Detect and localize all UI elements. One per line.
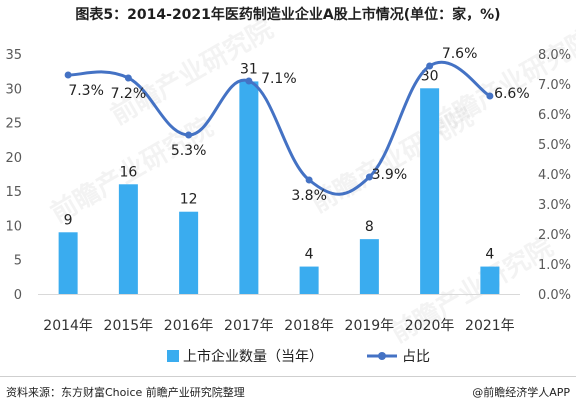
chart-area: 0 5 10 15 20 25 30 35 0.0% 1.0% 2.0% 3.0% 4.0% 5.0% 6.… [5, 46, 571, 365]
legend-bar-label: 上市企业数量（当年） [183, 348, 323, 365]
chart-title: 图表5：2014-2021年医药制造业企业A股上市情况(单位：家，%) [75, 7, 501, 23]
bar-data-label: 16 [119, 164, 137, 180]
line-point-2016年 [185, 131, 193, 139]
y-left-tick-label: 30 [5, 82, 22, 97]
y-left-tick-label: 20 [5, 151, 22, 166]
bar-2017年 [239, 81, 259, 294]
bar-2018年 [299, 266, 319, 294]
line-data-label: 7.2% [111, 86, 147, 102]
y-right-tick-label: 8.0% [538, 48, 571, 63]
line-data-label: 5.3% [171, 143, 207, 159]
y-right-tick-label: 7.0% [538, 78, 571, 93]
line-point-2020年 [426, 62, 434, 70]
line-series-zhanbi [68, 60, 491, 196]
y-right-tick-label: 6.0% [538, 108, 571, 123]
line-point-2018年 [305, 176, 313, 184]
bar-data-label: 12 [180, 192, 198, 208]
x-tick-label: 2017年 [224, 318, 274, 334]
line-data-label: 3.9% [372, 167, 408, 183]
bar-data-label: 30 [421, 68, 439, 84]
bar-data-label: 8 [365, 219, 374, 235]
bar-data-label: 4 [485, 247, 494, 263]
y-right-tick-label: 5.0% [538, 138, 571, 153]
line-point-2021年 [486, 92, 494, 100]
bar-2015年 [118, 184, 138, 294]
bar-2016年 [179, 211, 199, 294]
bar-2014年 [58, 232, 78, 294]
legend-line-marker [378, 352, 386, 360]
y-right-tick-label: 0.0% [538, 288, 571, 303]
source-note: 资料来源：东方财富Choice 前瞻产业研究院整理 [6, 386, 245, 399]
x-tick-label: 2021年 [465, 318, 515, 334]
x-tick-label: 2014年 [43, 318, 93, 334]
y-left-tick-label: 15 [5, 185, 22, 200]
y-left-tick-label: 25 [5, 117, 22, 132]
bar-2021年 [480, 266, 500, 294]
y-right-tick-label: 2.0% [538, 228, 571, 243]
y-right-tick-label: 4.0% [538, 168, 571, 183]
bar-data-label: 4 [305, 247, 314, 263]
legend-bar-swatch [167, 350, 179, 362]
bar-2019年 [359, 239, 379, 294]
line-point-2014年 [64, 71, 72, 79]
line-data-label: 7.1% [261, 71, 297, 87]
y-left-tick-label: 10 [5, 219, 22, 234]
line-point-2015年 [124, 74, 132, 82]
x-tick-label: 2016年 [164, 318, 214, 334]
y-right-tick-label: 1.0% [538, 258, 571, 273]
footer-divider [0, 376, 576, 377]
x-tick-label: 2018年 [284, 318, 334, 334]
y-left-tick-label: 35 [5, 48, 22, 63]
bar-2020年 [420, 88, 440, 295]
y-left-tick-label: 0 [14, 288, 22, 303]
bar-data-label: 9 [64, 212, 73, 228]
x-tick-label: 2020年 [405, 318, 455, 334]
x-tick-label: 2015年 [104, 318, 154, 334]
bar-data-label: 31 [240, 61, 258, 77]
y-right-tick-label: 3.0% [538, 198, 571, 213]
line-data-label: 7.6% [442, 46, 478, 62]
x-tick-label: 2019年 [345, 318, 395, 334]
y-left-tick-label: 5 [14, 254, 22, 269]
line-data-label: 3.8% [291, 188, 327, 204]
line-data-label: 6.6% [494, 86, 530, 102]
legend-line-label: 占比 [402, 349, 430, 365]
line-data-label: 7.3% [68, 83, 104, 99]
line-point-2017年 [245, 77, 253, 85]
credit-note: @前瞻经济学人APP [472, 386, 570, 399]
line-point-2019年 [365, 173, 373, 181]
